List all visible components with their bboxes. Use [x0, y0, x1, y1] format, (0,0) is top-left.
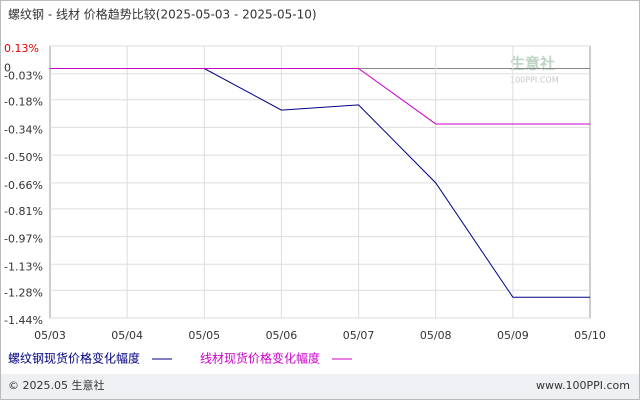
y-tick-label: 0.13% [4, 42, 39, 55]
x-tick-label: 05/07 [343, 329, 375, 342]
x-tick-label: 05/05 [188, 329, 220, 342]
y-tick-label: -0.50% [4, 151, 43, 164]
x-tick-label: 05/10 [574, 329, 606, 342]
x-tick-label: 05/06 [266, 329, 298, 342]
y-tick-label: -1.13% [4, 260, 43, 273]
y-tick-label: -0.34% [4, 123, 43, 136]
x-tick-label: 05/08 [420, 329, 452, 342]
legend-label: 线材现货价格变化幅度 [200, 351, 320, 366]
watermark: 100PPI.COM [510, 76, 559, 85]
y-tick-label: -0.18% [4, 96, 43, 109]
x-tick-label: 05/04 [111, 329, 143, 342]
footer-right: www.100PPI.com [536, 379, 630, 392]
y-tick-label: -0.66% [4, 179, 43, 192]
y-tick-label: -1.28% [4, 286, 43, 299]
y-tick-label: 0 [4, 62, 11, 75]
y-tick-label: -1.44% [4, 314, 43, 327]
y-tick-label: -0.03% [4, 70, 43, 83]
series-line [50, 68, 590, 125]
chart-title: 螺纹钢 - 线材 价格趋势比较(2025-05-03 - 2025-05-10) [8, 7, 317, 22]
footer-bar [1, 374, 639, 399]
watermark: 生意社 [510, 55, 555, 73]
legend-label: 螺纹钢现货价格变化幅度 [8, 351, 140, 366]
x-tick-label: 05/09 [497, 329, 529, 342]
x-tick-label: 05/03 [34, 329, 66, 342]
y-tick-label: -0.81% [4, 205, 43, 218]
y-tick-label: -0.97% [4, 233, 43, 246]
footer-left: © 2025.05 生意社 [8, 378, 104, 392]
